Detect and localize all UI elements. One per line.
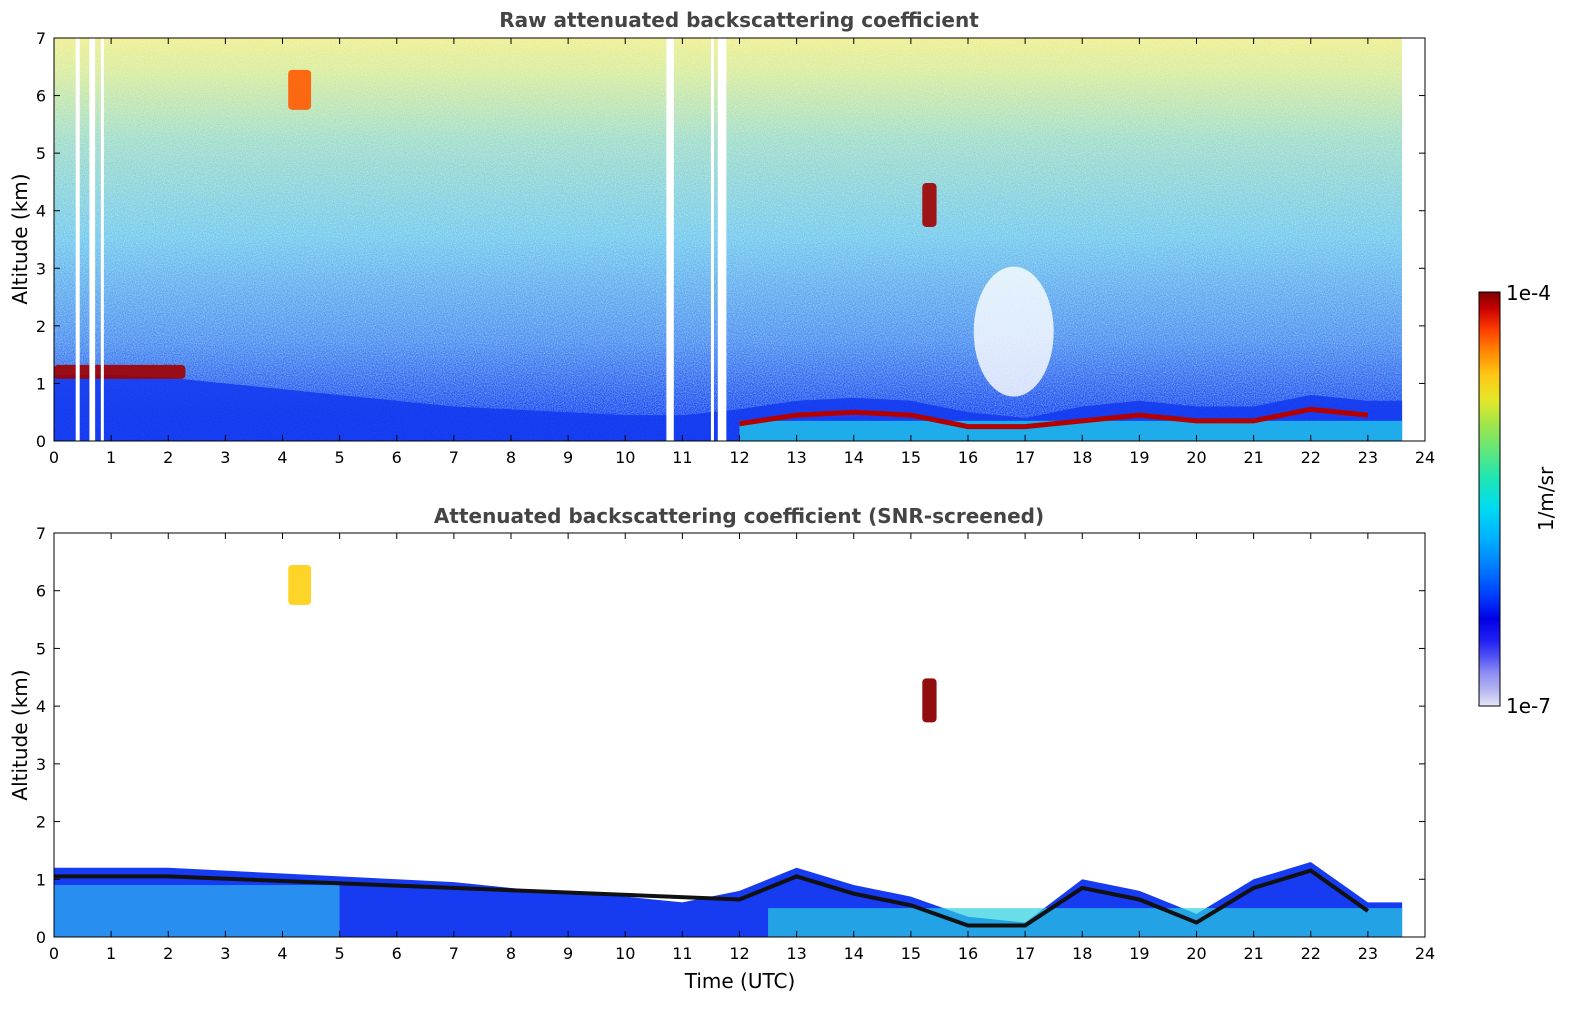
x-tick-label: 23 bbox=[1358, 448, 1378, 467]
x-tick-label: 14 bbox=[844, 448, 864, 467]
x-tick-label: 16 bbox=[958, 944, 978, 963]
snr-heatmap-area bbox=[54, 564, 1403, 937]
x-tick-label: 4 bbox=[277, 944, 287, 963]
x-tick-label: 3 bbox=[220, 448, 230, 467]
x-tick-label: 11 bbox=[672, 448, 692, 467]
missing-data-gap bbox=[666, 38, 674, 441]
x-tick-label: 20 bbox=[1186, 944, 1206, 963]
surface-aerosol-band bbox=[768, 908, 1403, 937]
x-tick-label: 6 bbox=[392, 944, 402, 963]
x-tick-label: 0 bbox=[49, 944, 59, 963]
x-tick-label: 5 bbox=[335, 448, 345, 467]
missing-data-gap bbox=[100, 38, 104, 441]
chart-title-raw: Raw attenuated backscattering coefficien… bbox=[499, 8, 979, 32]
y-tick-label: 0 bbox=[36, 432, 46, 451]
x-tick-label: 1 bbox=[106, 944, 116, 963]
cloud-layer bbox=[288, 564, 312, 605]
clear-sky-region bbox=[973, 266, 1054, 397]
x-tick-label: 2 bbox=[163, 448, 173, 467]
y-tick-label: 5 bbox=[36, 144, 46, 163]
x-tick-label: 7 bbox=[449, 448, 459, 467]
colorbar-gradient bbox=[1478, 291, 1501, 707]
x-tick-label: 0 bbox=[49, 448, 59, 467]
y-tick-label: 4 bbox=[36, 202, 46, 221]
x-tick-label: 5 bbox=[335, 944, 345, 963]
x-tick-label: 12 bbox=[729, 944, 749, 963]
raw-heatmap-noise bbox=[54, 38, 1402, 441]
cloud-layer bbox=[922, 182, 937, 227]
x-tick-label: 13 bbox=[786, 448, 806, 467]
x-tick-label: 18 bbox=[1072, 448, 1092, 467]
x-tick-label: 8 bbox=[506, 944, 516, 963]
x-tick-label: 24 bbox=[1415, 448, 1435, 467]
cloud-layer bbox=[288, 69, 312, 110]
x-tick-label: 21 bbox=[1243, 448, 1263, 467]
raw-y-axis-label: Altitude (km) bbox=[8, 173, 32, 304]
x-tick-label: 20 bbox=[1186, 448, 1206, 467]
x-tick-label: 7 bbox=[449, 944, 459, 963]
y-tick-label: 7 bbox=[36, 29, 46, 48]
x-tick-label: 19 bbox=[1129, 448, 1149, 467]
x-tick-label: 16 bbox=[958, 448, 978, 467]
x-tick-label: 24 bbox=[1415, 944, 1435, 963]
x-tick-label: 11 bbox=[672, 944, 692, 963]
x-tick-label: 22 bbox=[1301, 448, 1321, 467]
x-tick-label: 8 bbox=[506, 448, 516, 467]
cloud-layer bbox=[922, 678, 937, 723]
cloud-layer bbox=[54, 364, 186, 379]
x-tick-label: 10 bbox=[615, 944, 635, 963]
x-tick-label: 10 bbox=[615, 448, 635, 467]
missing-data-gap bbox=[89, 38, 96, 441]
x-tick-label: 17 bbox=[1015, 944, 1035, 963]
x-tick-label: 13 bbox=[786, 944, 806, 963]
missing-data-gap bbox=[717, 38, 727, 441]
x-tick-label: 15 bbox=[901, 448, 921, 467]
colorbar-max-label: 1e-4 bbox=[1506, 281, 1551, 305]
x-tick-label: 19 bbox=[1129, 944, 1149, 963]
surface-aerosol-band bbox=[54, 885, 340, 937]
y-tick-label: 1 bbox=[36, 870, 46, 889]
cloud-base-line bbox=[54, 868, 1370, 928]
x-tick-label: 14 bbox=[844, 944, 864, 963]
missing-data-gap bbox=[710, 38, 714, 441]
y-tick-label: 2 bbox=[36, 813, 46, 832]
x-tick-label: 23 bbox=[1358, 944, 1378, 963]
x-tick-label: 18 bbox=[1072, 944, 1092, 963]
chart-title-snr: Attenuated backscattering coefficient (S… bbox=[434, 504, 1044, 528]
x-tick-label: 21 bbox=[1243, 944, 1263, 963]
x-tick-label: 1 bbox=[106, 448, 116, 467]
y-tick-label: 3 bbox=[36, 755, 46, 774]
x-tick-label: 2 bbox=[163, 944, 173, 963]
y-tick-label: 3 bbox=[36, 259, 46, 278]
y-tick-label: 4 bbox=[36, 697, 46, 716]
cloud-base-line bbox=[739, 406, 1369, 430]
y-tick-label: 6 bbox=[36, 87, 46, 106]
surface-aerosol-band bbox=[739, 420, 1403, 441]
x-tick-label: 15 bbox=[901, 944, 921, 963]
y-tick-label: 7 bbox=[36, 524, 46, 543]
missing-data-gap bbox=[75, 38, 80, 441]
y-tick-label: 2 bbox=[36, 317, 46, 336]
x-tick-label: 12 bbox=[729, 448, 749, 467]
raw-backscatter-panel: Raw attenuated backscattering coefficien… bbox=[8, 8, 1435, 467]
y-tick-label: 6 bbox=[36, 582, 46, 601]
x-tick-label: 9 bbox=[563, 944, 573, 963]
x-tick-label: 22 bbox=[1301, 944, 1321, 963]
snr-y-axis-label: Altitude (km) bbox=[8, 669, 32, 800]
raw-heatmap-area bbox=[54, 38, 1403, 441]
x-tick-label: 9 bbox=[563, 448, 573, 467]
x-axis-label: Time (UTC) bbox=[684, 969, 796, 993]
x-tick-label: 4 bbox=[277, 448, 287, 467]
x-tick-label: 3 bbox=[220, 944, 230, 963]
colorbar-min-label: 1e-7 bbox=[1506, 694, 1551, 718]
y-tick-label: 5 bbox=[36, 639, 46, 658]
x-tick-label: 17 bbox=[1015, 448, 1035, 467]
x-tick-label: 6 bbox=[392, 448, 402, 467]
colorbar-unit-label: 1/m/sr bbox=[1534, 466, 1558, 531]
snr-screened-panel: Attenuated backscattering coefficient (S… bbox=[8, 504, 1435, 993]
y-tick-label: 0 bbox=[36, 928, 46, 947]
y-tick-label: 1 bbox=[36, 374, 46, 393]
colorbar: 1e-4 1e-7 1/m/sr bbox=[1478, 281, 1558, 718]
